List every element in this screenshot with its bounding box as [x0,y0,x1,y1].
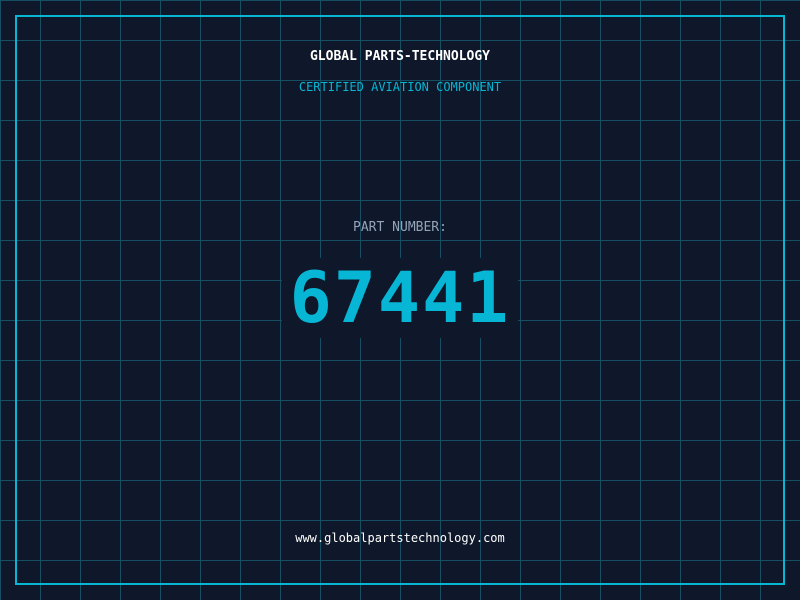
part-number-label: PART NUMBER: [353,220,447,235]
website-link[interactable]: www.globalpartstechnology.com [295,531,505,545]
company-title: GLOBAL PARTS-TECHNOLOGY [309,49,490,64]
border-frame [15,15,785,585]
certification-subtitle: CERTIFIED AVIATION COMPONENT [298,80,502,94]
part-number-value: 67441 [281,258,519,338]
